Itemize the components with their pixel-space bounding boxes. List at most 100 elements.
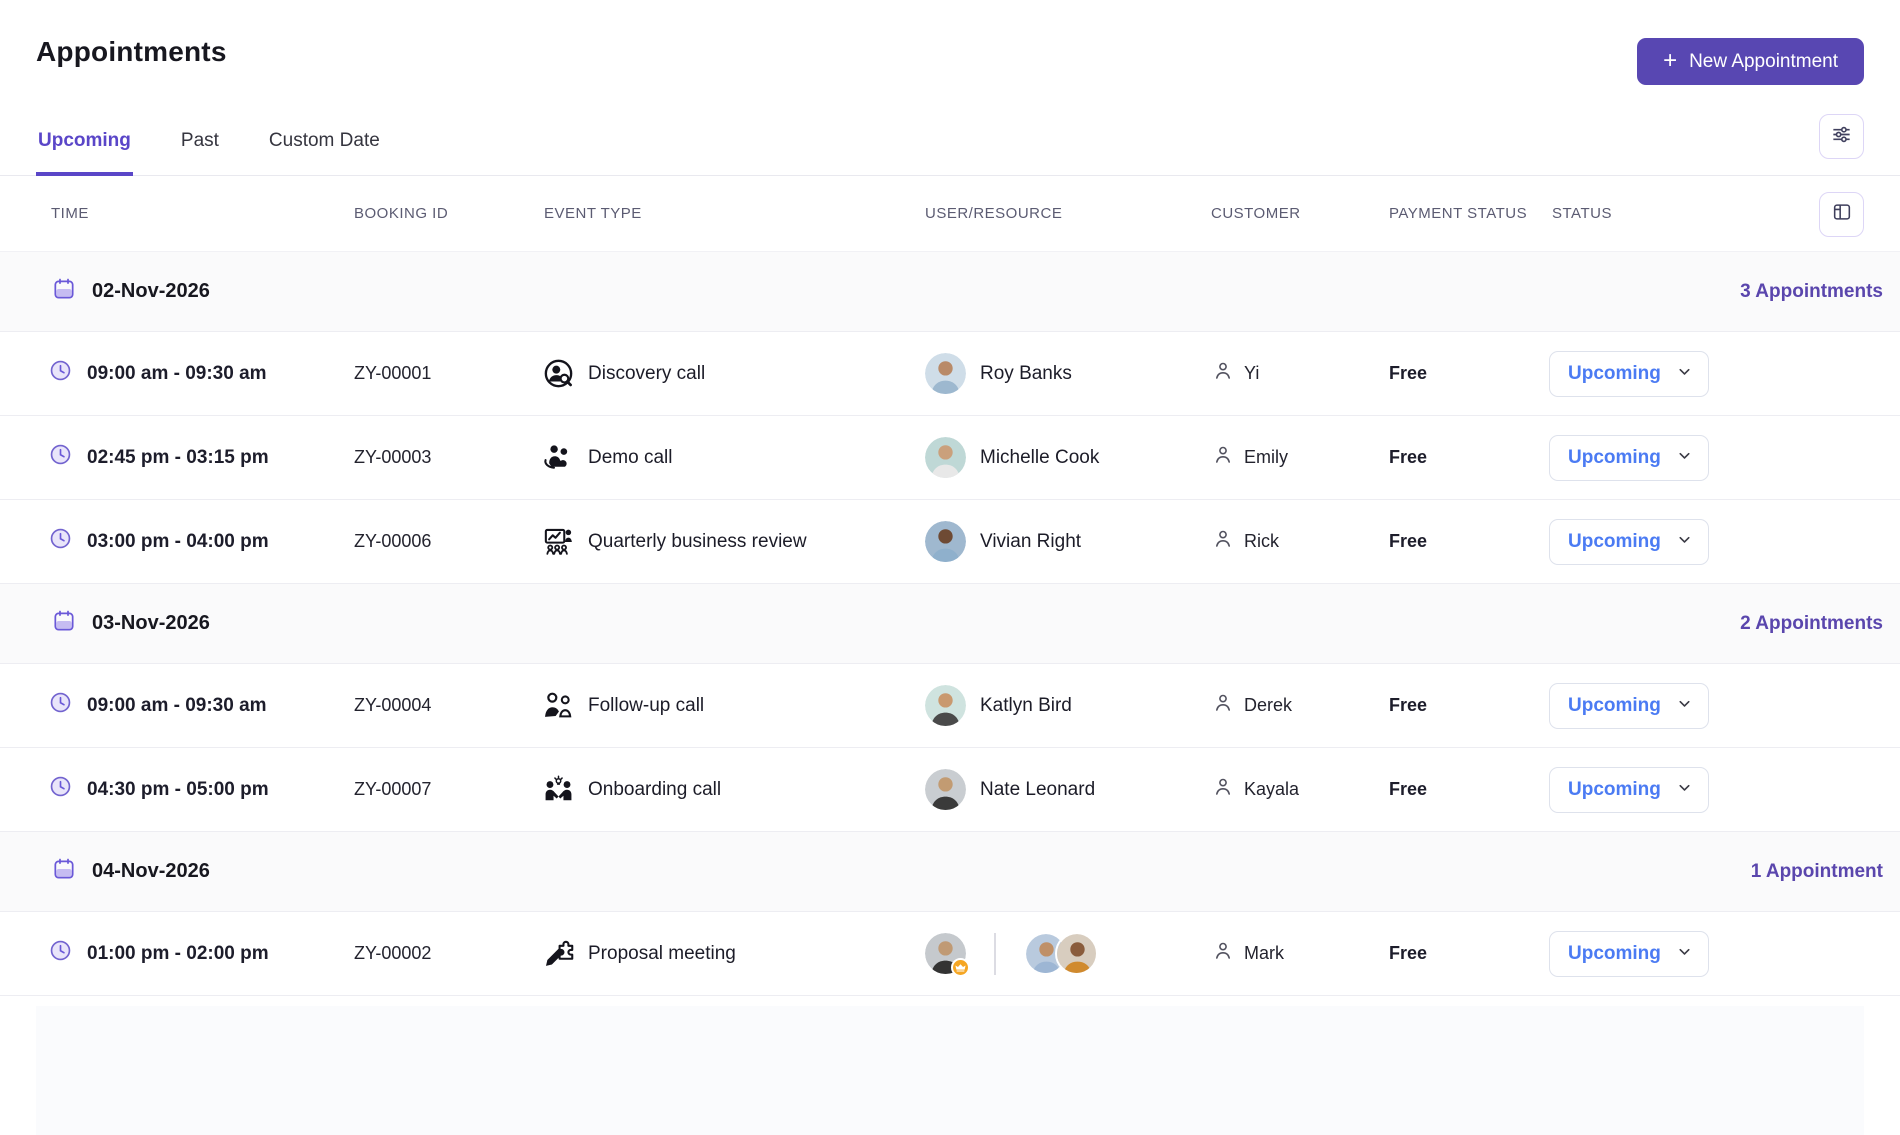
chevron-down-icon [1676, 779, 1693, 801]
chevron-down-icon [1676, 531, 1693, 553]
payment-status: Free [1389, 779, 1428, 799]
event-type-label: Demo call [588, 446, 673, 468]
user-resource-cell: Vivian Right [910, 521, 1196, 562]
user-name: Michelle Cook [980, 446, 1100, 468]
column-header-booking-id: BOOKING ID [354, 205, 449, 222]
tabs-bar: Upcoming Past Custom Date [0, 106, 1900, 176]
column-header-time: TIME [51, 205, 89, 222]
clock-icon [48, 938, 73, 969]
group-appointment-count[interactable]: 1 Appointment [1750, 860, 1883, 882]
person-icon [1211, 527, 1235, 556]
status-dropdown[interactable]: Upcoming [1549, 518, 1709, 565]
crown-badge-icon [951, 958, 970, 977]
chevron-down-icon [1676, 695, 1693, 717]
user-resource-cell: Nate Leonard [910, 769, 1196, 810]
user-avatar [1054, 932, 1098, 975]
status-value: Upcoming [1568, 446, 1661, 468]
column-header-payment-status: PAYMENT STATUS [1389, 205, 1528, 222]
group-date-label: 03-Nov-2026 [92, 612, 210, 634]
status-dropdown[interactable]: Upcoming [1549, 350, 1709, 397]
column-header-status: STATUS [1552, 205, 1612, 222]
status-dropdown[interactable]: Upcoming [1549, 930, 1709, 977]
appointment-row[interactable]: 03:00 pm - 04:00 pm ZY-00006 Quarterly b… [0, 500, 1900, 584]
appointment-row[interactable]: 09:00 am - 09:30 am ZY-00004 Follow-up c… [0, 664, 1900, 748]
column-header-user-resource: USER/RESOURCE [925, 205, 1063, 222]
payment-status: Free [1389, 531, 1428, 551]
person-icon [1211, 939, 1235, 968]
event-type-icon [542, 689, 575, 722]
booking-id: ZY-00006 [354, 531, 432, 551]
clock-icon [48, 442, 73, 473]
appointments-table: TIME BOOKING ID EVENT TYPE USER/RESOURCE… [0, 176, 1900, 1135]
appointment-row[interactable]: 04:30 pm - 05:00 pm ZY-00007 Onboarding … [0, 748, 1900, 832]
column-header-customer: CUSTOMER [1211, 205, 1301, 222]
group-date-label: 02-Nov-2026 [92, 280, 210, 302]
user-avatar [925, 353, 966, 394]
filter-button[interactable] [1819, 114, 1864, 159]
status-value: Upcoming [1568, 530, 1661, 552]
date-group-row: 03-Nov-2026 2 Appointments [0, 584, 1900, 664]
calendar-icon [51, 856, 77, 887]
customer-name: Mark [1244, 943, 1284, 963]
column-settings-button[interactable] [1819, 192, 1864, 237]
event-type-icon [542, 525, 575, 558]
event-type-label: Discovery call [588, 362, 706, 384]
event-type-label: Follow-up call [588, 694, 705, 716]
table-footer-area [36, 1006, 1864, 1135]
date-group-row: 04-Nov-2026 1 Appointment [0, 832, 1900, 912]
tab-upcoming[interactable]: Upcoming [36, 130, 133, 176]
table-body: 02-Nov-2026 3 Appointments 09:00 am - 09… [0, 252, 1900, 996]
booking-id: ZY-00002 [354, 943, 432, 963]
table-columns-icon [1831, 201, 1853, 228]
payment-status: Free [1389, 447, 1428, 467]
event-type-label: Quarterly business review [588, 530, 807, 552]
user-avatar [1023, 932, 1067, 975]
appointment-row[interactable]: 01:00 pm - 02:00 pm ZY-00002 Proposal me… [0, 912, 1900, 996]
customer-name: Rick [1244, 531, 1279, 551]
user-avatar [925, 521, 966, 562]
group-appointment-count[interactable]: 2 Appointments [1740, 612, 1883, 634]
booking-id: ZY-00007 [354, 779, 432, 799]
event-type-label: Proposal meeting [588, 942, 736, 964]
tab-custom-date[interactable]: Custom Date [268, 130, 380, 151]
status-dropdown[interactable]: Upcoming [1549, 766, 1709, 813]
appointment-row[interactable]: 02:45 pm - 03:15 pm ZY-00003 Demo call M… [0, 416, 1900, 500]
status-dropdown[interactable]: Upcoming [1549, 682, 1709, 729]
user-avatar [925, 685, 966, 726]
status-value: Upcoming [1568, 942, 1661, 964]
person-icon [1211, 775, 1235, 804]
user-resource-cell [910, 932, 1196, 977]
user-avatar [925, 437, 966, 478]
clock-icon [48, 358, 73, 389]
appointment-time: 04:30 pm - 05:00 pm [87, 778, 269, 800]
chevron-down-icon [1676, 363, 1693, 385]
group-date-label: 04-Nov-2026 [92, 860, 210, 882]
clock-icon [48, 690, 73, 721]
appointment-time: 01:00 pm - 02:00 pm [87, 942, 269, 964]
user-name: Vivian Right [980, 530, 1082, 552]
customer-name: Derek [1244, 695, 1293, 715]
new-appointment-button[interactable]: + New Appointment [1637, 38, 1864, 85]
avatar-divider [994, 932, 996, 975]
clock-icon [48, 526, 73, 557]
event-type-icon [542, 441, 575, 474]
customer-name: Emily [1244, 447, 1288, 467]
user-avatar [925, 769, 966, 810]
appointment-row[interactable]: 09:00 am - 09:30 am ZY-00001 Discovery c… [0, 332, 1900, 416]
status-value: Upcoming [1568, 694, 1661, 716]
appointment-time: 02:45 pm - 03:15 pm [87, 446, 269, 468]
table-header-row: TIME BOOKING ID EVENT TYPE USER/RESOURCE… [0, 176, 1900, 252]
clock-icon [48, 774, 73, 805]
appointment-time: 03:00 pm - 04:00 pm [87, 530, 269, 552]
sliders-icon [1830, 123, 1853, 151]
group-appointment-count[interactable]: 3 Appointments [1740, 280, 1883, 302]
payment-status: Free [1389, 363, 1428, 383]
status-dropdown[interactable]: Upcoming [1549, 434, 1709, 481]
column-header-event-type: EVENT TYPE [544, 205, 642, 222]
payment-status: Free [1389, 943, 1428, 963]
booking-id: ZY-00004 [354, 695, 432, 715]
user-resource-cell: Michelle Cook [910, 437, 1196, 478]
tab-past[interactable]: Past [180, 130, 219, 151]
person-icon [1211, 691, 1235, 720]
